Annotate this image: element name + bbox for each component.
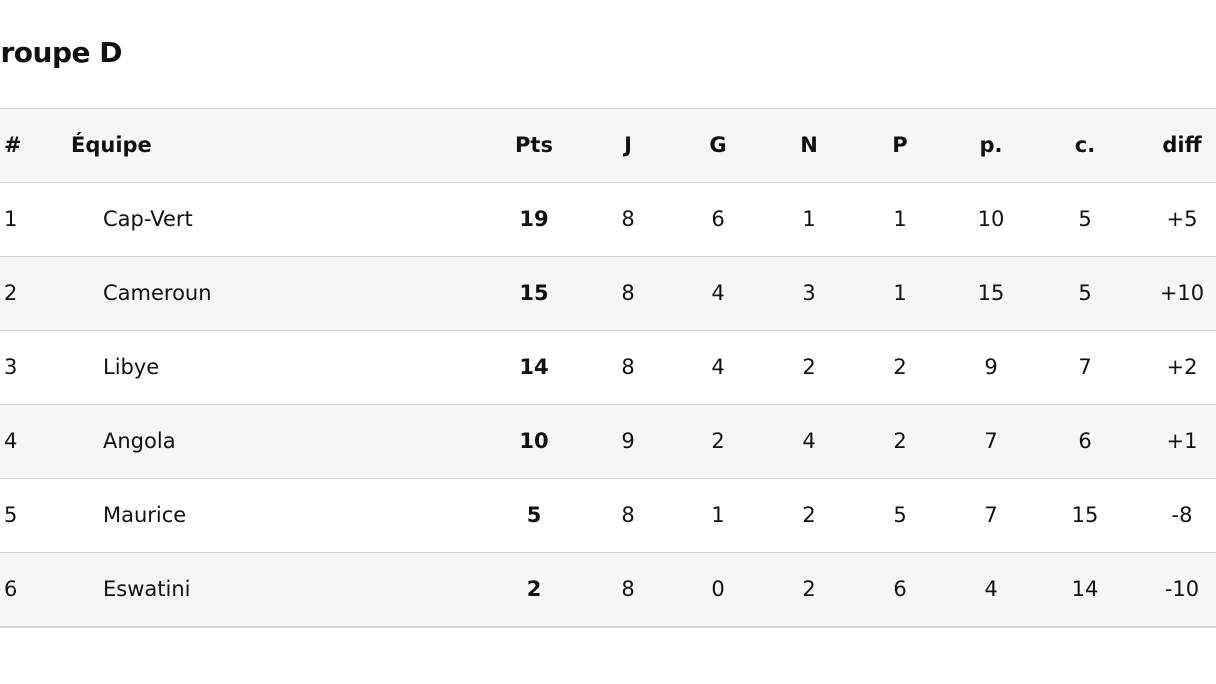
table-row[interactable]: 6 Eswatini 2 8 0 2 6 4 14 -10 xyxy=(0,553,1216,626)
won: 6 xyxy=(711,207,725,231)
goal-difference: -8 xyxy=(1171,503,1193,527)
points: 14 xyxy=(519,355,549,379)
table-row[interactable]: 1 Cap-Vert 19 8 6 1 1 10 5 +5 xyxy=(0,183,1216,257)
points: 15 xyxy=(519,281,549,305)
played: 8 xyxy=(621,577,635,601)
points: 5 xyxy=(526,503,542,527)
team-cell[interactable]: Cap-Vert xyxy=(71,183,193,256)
team-name: Cameroun xyxy=(103,281,212,305)
table-header: # Équipe Pts J G N P p. c. diff xyxy=(0,109,1216,183)
angola-flag-icon xyxy=(71,434,95,450)
goals-for: 9 xyxy=(984,355,998,379)
won: 4 xyxy=(711,355,725,379)
goals-against: 15 xyxy=(1071,503,1099,527)
drawn: 3 xyxy=(802,281,816,305)
header-diff[interactable]: diff xyxy=(1162,133,1202,157)
header-team[interactable]: Équipe xyxy=(71,133,152,157)
won: 1 xyxy=(711,503,725,527)
points: 10 xyxy=(519,429,549,453)
group-title: Groupe D xyxy=(0,36,122,69)
drawn: 2 xyxy=(802,355,816,379)
header-goals-for[interactable]: p. xyxy=(979,133,1003,157)
goal-difference: +5 xyxy=(1166,207,1198,231)
team-cell[interactable]: Angola xyxy=(71,405,176,478)
rank: 5 xyxy=(4,503,18,527)
header-pts[interactable]: Pts xyxy=(515,133,553,157)
goals-against: 5 xyxy=(1078,281,1092,305)
libya-flag-icon xyxy=(71,360,95,376)
goal-difference: -10 xyxy=(1164,577,1200,601)
goal-difference: +2 xyxy=(1166,355,1198,379)
header-rank[interactable]: # xyxy=(4,133,22,157)
team-cell[interactable]: Cameroun xyxy=(71,257,212,330)
header-j[interactable]: J xyxy=(624,133,632,157)
goal-difference: +10 xyxy=(1159,281,1205,305)
lost: 1 xyxy=(893,281,907,305)
goals-for: 15 xyxy=(977,281,1005,305)
played: 8 xyxy=(621,503,635,527)
drawn: 1 xyxy=(802,207,816,231)
table-row[interactable]: 2 Cameroun 15 8 4 3 1 15 5 +10 xyxy=(0,257,1216,331)
mauritius-flag-icon xyxy=(71,508,95,524)
goals-for: 10 xyxy=(977,207,1005,231)
points: 2 xyxy=(526,577,542,601)
points: 19 xyxy=(519,207,549,231)
goals-against: 7 xyxy=(1078,355,1092,379)
lost: 5 xyxy=(893,503,907,527)
lost: 2 xyxy=(893,429,907,453)
rank: 1 xyxy=(4,207,18,231)
header-goals-against[interactable]: c. xyxy=(1074,133,1096,157)
rank: 3 xyxy=(4,355,18,379)
lost: 6 xyxy=(893,577,907,601)
drawn: 2 xyxy=(802,503,816,527)
rank: 4 xyxy=(4,429,18,453)
won: 2 xyxy=(711,429,725,453)
won: 4 xyxy=(711,281,725,305)
rank: 6 xyxy=(4,577,18,601)
team-name: Maurice xyxy=(103,503,187,527)
goals-for: 7 xyxy=(984,429,998,453)
goals-for: 7 xyxy=(984,503,998,527)
table-row[interactable]: 5 Maurice 5 8 1 2 5 7 15 -8 xyxy=(0,479,1216,553)
header-n[interactable]: N xyxy=(800,133,818,157)
rank: 2 xyxy=(4,281,18,305)
header-p[interactable]: P xyxy=(892,133,908,157)
cape-verde-flag-icon xyxy=(71,212,95,228)
cameroon-flag-icon xyxy=(71,286,95,302)
goals-for: 4 xyxy=(984,577,998,601)
played: 8 xyxy=(621,281,635,305)
table-row[interactable]: 3 Libye 14 8 4 2 2 9 7 +2 xyxy=(0,331,1216,405)
won: 0 xyxy=(711,577,725,601)
eswatini-flag-icon xyxy=(71,582,95,598)
team-cell[interactable]: Maurice xyxy=(71,479,186,552)
table-row[interactable]: 4 Angola 10 9 2 4 2 7 6 +1 xyxy=(0,405,1216,479)
lost: 1 xyxy=(893,207,907,231)
goals-against: 14 xyxy=(1071,577,1099,601)
standings-table: # Équipe Pts J G N P p. c. diff 1 Cap-Ve… xyxy=(0,108,1216,628)
team-name: Eswatini xyxy=(103,577,191,601)
played: 8 xyxy=(621,355,635,379)
header-g[interactable]: G xyxy=(709,133,727,157)
lost: 2 xyxy=(893,355,907,379)
goals-against: 6 xyxy=(1078,429,1092,453)
team-cell[interactable]: Libye xyxy=(71,331,159,404)
team-name: Cap-Vert xyxy=(103,207,193,231)
drawn: 2 xyxy=(802,577,816,601)
goals-against: 5 xyxy=(1078,207,1092,231)
team-name: Libye xyxy=(103,355,160,379)
team-cell[interactable]: Eswatini xyxy=(71,553,190,626)
played: 9 xyxy=(621,429,635,453)
drawn: 4 xyxy=(802,429,816,453)
played: 8 xyxy=(621,207,635,231)
team-name: Angola xyxy=(103,429,176,453)
goal-difference: +1 xyxy=(1166,429,1198,453)
